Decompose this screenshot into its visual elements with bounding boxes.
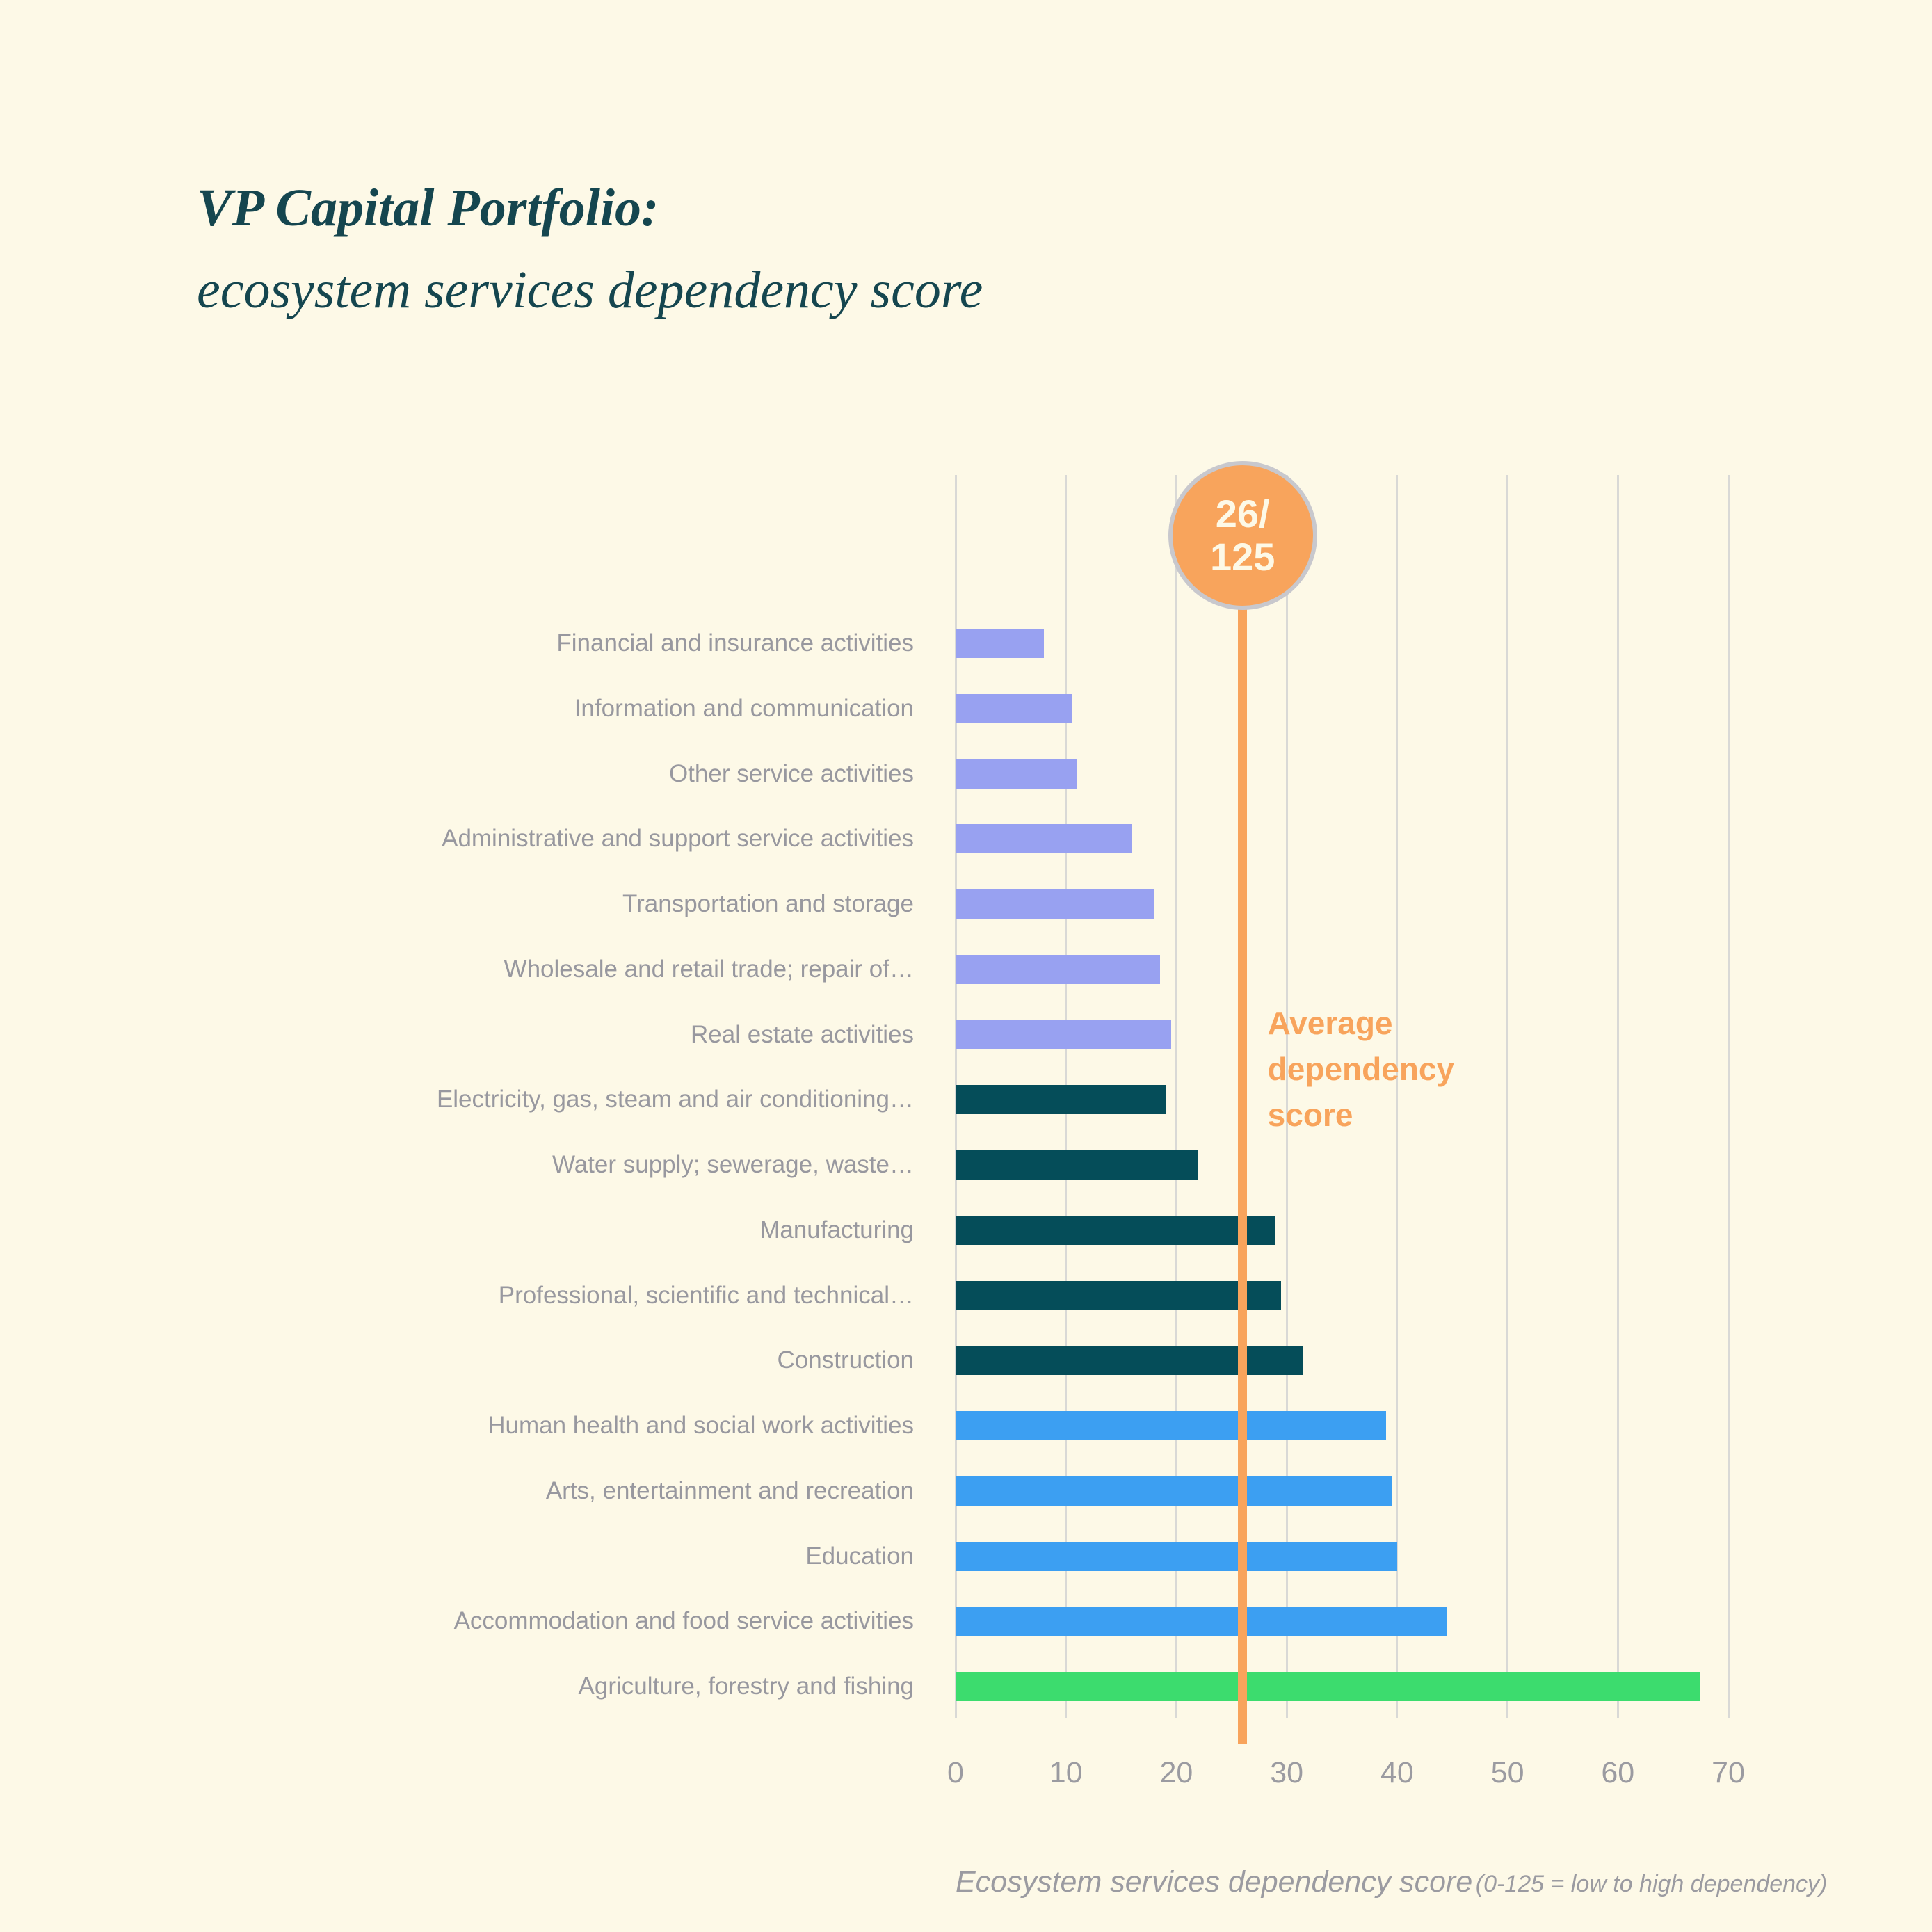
bar-blue bbox=[956, 1607, 1447, 1636]
x-tick-30: 30 bbox=[1270, 1756, 1304, 1789]
bar-teal bbox=[956, 1215, 1276, 1245]
average-dependency-line bbox=[1238, 605, 1248, 1744]
category-label: Agriculture, forestry and fishing bbox=[578, 1673, 914, 1700]
page-title: VP Capital Portfolio: ecosystem services… bbox=[197, 167, 983, 331]
category-label: Water supply; sewerage, waste… bbox=[552, 1151, 914, 1178]
category-label: Human health and social work activities bbox=[488, 1412, 914, 1439]
title-line-2: ecosystem services dependency score bbox=[197, 261, 983, 319]
bar-blue bbox=[956, 1541, 1397, 1571]
gridline-x-60 bbox=[1616, 475, 1619, 1718]
bar-periwinkle bbox=[956, 1020, 1171, 1049]
category-label: Real estate activities bbox=[691, 1020, 914, 1048]
x-tick-10: 10 bbox=[1049, 1756, 1083, 1789]
x-axis-label-note: (0-125 = low to high dependency) bbox=[1475, 1871, 1828, 1897]
x-tick-70: 70 bbox=[1712, 1756, 1745, 1789]
bar-blue bbox=[956, 1411, 1386, 1440]
bar-teal bbox=[956, 1280, 1282, 1310]
category-label: Information and communication bbox=[574, 694, 914, 722]
category-label: Wholesale and retail trade; repair of… bbox=[504, 955, 914, 983]
average-score-badge: 26/ 125 bbox=[1168, 461, 1317, 610]
bar-periwinkle bbox=[956, 954, 1160, 984]
category-label: Manufacturing bbox=[759, 1216, 914, 1243]
gridline-x-30 bbox=[1285, 475, 1288, 1718]
bar-periwinkle bbox=[956, 759, 1077, 789]
x-axis-label-main: Ecosystem services dependency score bbox=[956, 1865, 1473, 1899]
title-line-1: VP Capital Portfolio: bbox=[197, 179, 659, 237]
category-label: Other service activities bbox=[668, 759, 914, 787]
category-label: Financial and insurance activities bbox=[556, 629, 914, 657]
gridline-x-70 bbox=[1727, 475, 1730, 1718]
bar-teal bbox=[956, 1150, 1199, 1180]
category-label: Construction bbox=[777, 1346, 914, 1374]
gridline-x-50 bbox=[1506, 475, 1509, 1718]
bar-periwinkle bbox=[956, 629, 1044, 658]
badge-score-denominator: 125 bbox=[1209, 535, 1275, 579]
bar-periwinkle bbox=[956, 889, 1154, 919]
bar-periwinkle bbox=[956, 693, 1072, 723]
x-tick-60: 60 bbox=[1601, 1756, 1635, 1789]
bar-blue bbox=[956, 1476, 1392, 1506]
x-tick-20: 20 bbox=[1159, 1756, 1193, 1789]
gridline-x-40 bbox=[1396, 475, 1399, 1718]
bar-teal bbox=[956, 1085, 1166, 1115]
category-label: Accommodation and food service activitie… bbox=[453, 1607, 914, 1635]
badge-score-numerator: 26/ bbox=[1215, 492, 1270, 536]
x-tick-0: 0 bbox=[947, 1756, 964, 1789]
category-label: Professional, scientific and technical… bbox=[498, 1281, 914, 1309]
category-label: Education bbox=[805, 1542, 914, 1570]
x-tick-50: 50 bbox=[1490, 1756, 1524, 1789]
category-label: Administrative and support service activ… bbox=[442, 825, 914, 853]
bar-green bbox=[956, 1672, 1701, 1701]
bar-periwinkle bbox=[956, 824, 1132, 854]
bar-teal bbox=[956, 1346, 1303, 1376]
category-label: Transportation and storage bbox=[622, 890, 914, 917]
gridline-x-20 bbox=[1175, 475, 1177, 1718]
category-label: Arts, entertainment and recreation bbox=[545, 1476, 914, 1504]
x-tick-40: 40 bbox=[1380, 1756, 1414, 1789]
x-axis-label: Ecosystem services dependency score (0-1… bbox=[956, 1865, 1827, 1899]
average-line-label: Average dependency score bbox=[1267, 1005, 1455, 1133]
category-label: Electricity, gas, steam and air conditio… bbox=[436, 1086, 914, 1113]
